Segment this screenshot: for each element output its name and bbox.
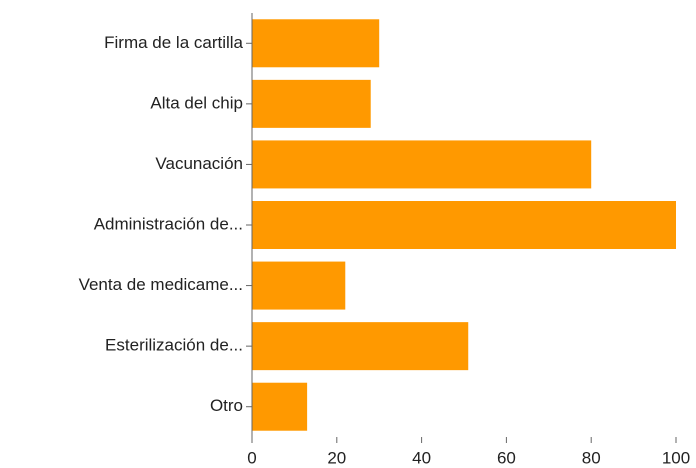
x-tick-label: 100 (662, 448, 690, 467)
y-tick-label: Esterilización de... (105, 336, 243, 355)
x-tick-label: 20 (327, 448, 346, 467)
y-tick-label: Administración de... (94, 214, 243, 233)
bar (252, 322, 469, 371)
bar (252, 261, 346, 310)
x-tick-label: 40 (412, 448, 431, 467)
x-tick-label: 80 (582, 448, 601, 467)
bar (252, 382, 308, 431)
y-tick-label: Otro (210, 396, 243, 415)
y-tick-label: Venta de medicame... (79, 275, 243, 294)
x-tick-label: 0 (247, 448, 256, 467)
x-tick-label: 60 (497, 448, 516, 467)
y-tick-label: Firma de la cartilla (104, 33, 243, 52)
y-tick-label: Vacunación (155, 154, 243, 173)
bar (252, 79, 371, 128)
bar (252, 140, 592, 189)
bar (252, 201, 676, 249)
y-tick-label: Alta del chip (150, 93, 243, 112)
bar (252, 19, 380, 68)
